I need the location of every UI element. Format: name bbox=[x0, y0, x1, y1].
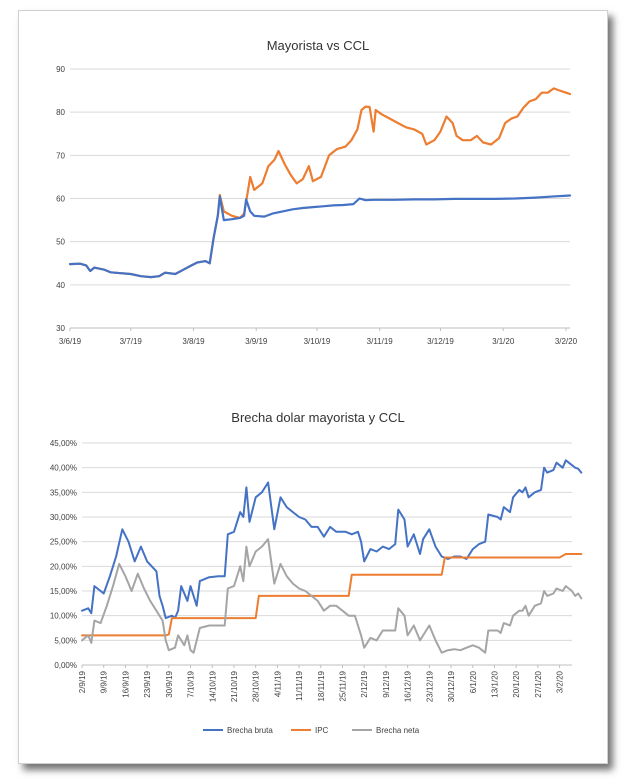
series-line-brecha-bruta bbox=[81, 459, 583, 620]
x-tick-label: 13/1/20 bbox=[490, 670, 499, 697]
x-tick-label: 3/9/19 bbox=[245, 337, 268, 346]
x-tick-label: 3/10/19 bbox=[304, 337, 331, 346]
y-tick-label: 10,00% bbox=[50, 612, 77, 621]
x-tick-label: 3/1/20 bbox=[492, 337, 515, 346]
legend-label: Brecha bruta bbox=[227, 726, 273, 735]
y-tick-label: 30 bbox=[56, 324, 65, 333]
x-tick-label: 23/9/19 bbox=[143, 670, 152, 697]
x-tick-label: 28/10/19 bbox=[252, 670, 261, 702]
chart-title: Brecha dolar mayorista y CCL bbox=[231, 410, 404, 425]
x-tick-label: 11/11/19 bbox=[295, 670, 304, 701]
y-tick-label: 0,00% bbox=[54, 661, 77, 670]
x-tick-label: 4/11/19 bbox=[273, 670, 282, 697]
y-tick-label: 45,00% bbox=[50, 439, 77, 448]
y-tick-label: 20,00% bbox=[50, 562, 77, 571]
y-tick-label: 15,00% bbox=[50, 587, 77, 596]
x-tick-label: 3/11/19 bbox=[367, 337, 394, 346]
x-tick-label: 25/11/19 bbox=[339, 670, 348, 701]
y-tick-label: 90 bbox=[56, 65, 65, 74]
x-tick-label: 3/8/19 bbox=[182, 337, 205, 346]
x-tick-label: 21/10/19 bbox=[230, 670, 239, 702]
x-tick-label: 3/2/20 bbox=[556, 670, 565, 693]
x-tick-label: 2/12/19 bbox=[360, 670, 369, 697]
x-tick-label: 30/12/19 bbox=[447, 670, 456, 702]
y-tick-label: 40,00% bbox=[50, 464, 77, 473]
chart-title: Mayorista vs CCL bbox=[267, 38, 370, 53]
series-line-1 bbox=[68, 194, 572, 279]
x-tick-label: 9/9/19 bbox=[100, 670, 109, 693]
x-tick-label: 2/9/19 bbox=[78, 670, 87, 693]
x-tick-label: 14/10/19 bbox=[208, 670, 217, 702]
x-tick-label: 23/12/19 bbox=[425, 670, 434, 702]
y-tick-label: 30,00% bbox=[50, 513, 77, 522]
y-tick-label: 70 bbox=[56, 151, 65, 160]
x-tick-label: 18/11/19 bbox=[317, 670, 326, 701]
x-tick-label: 3/12/19 bbox=[427, 337, 454, 346]
series-line-ipc bbox=[81, 553, 583, 637]
x-tick-label: 30/9/19 bbox=[165, 670, 174, 697]
y-tick-label: 60 bbox=[56, 195, 65, 204]
x-tick-label: 27/1/20 bbox=[534, 670, 543, 697]
legend-label: IPC bbox=[315, 726, 329, 735]
x-tick-label: 6/1/20 bbox=[469, 670, 478, 693]
series-line-brecha-neta bbox=[81, 538, 583, 654]
x-tick-label: 3/6/19 bbox=[59, 337, 82, 346]
x-tick-label: 20/1/20 bbox=[512, 670, 521, 697]
y-tick-label: 40 bbox=[56, 281, 65, 290]
chart-mayorista-vs-ccl: Mayorista vs CCL 30 40 50 60 70 80 90 3/6/19 3/… bbox=[56, 38, 578, 346]
x-tick-label: 3/2/20 bbox=[555, 337, 578, 346]
y-tick-label: 80 bbox=[56, 108, 65, 117]
legend-label: Brecha neta bbox=[376, 726, 420, 735]
x-tick-label: 3/7/19 bbox=[120, 337, 143, 346]
y-tick-label: 5,00% bbox=[54, 636, 77, 645]
x-tick-label: 16/9/19 bbox=[121, 670, 130, 697]
x-tick-label: 7/10/19 bbox=[187, 670, 196, 697]
y-tick-label: 25,00% bbox=[50, 538, 77, 547]
x-tick-label: 9/12/19 bbox=[382, 670, 391, 697]
figure-frame bbox=[18, 10, 608, 764]
y-tick-label: 50 bbox=[56, 238, 65, 247]
x-tick-label: 16/12/19 bbox=[404, 670, 413, 702]
y-tick-label: 35,00% bbox=[50, 488, 77, 497]
